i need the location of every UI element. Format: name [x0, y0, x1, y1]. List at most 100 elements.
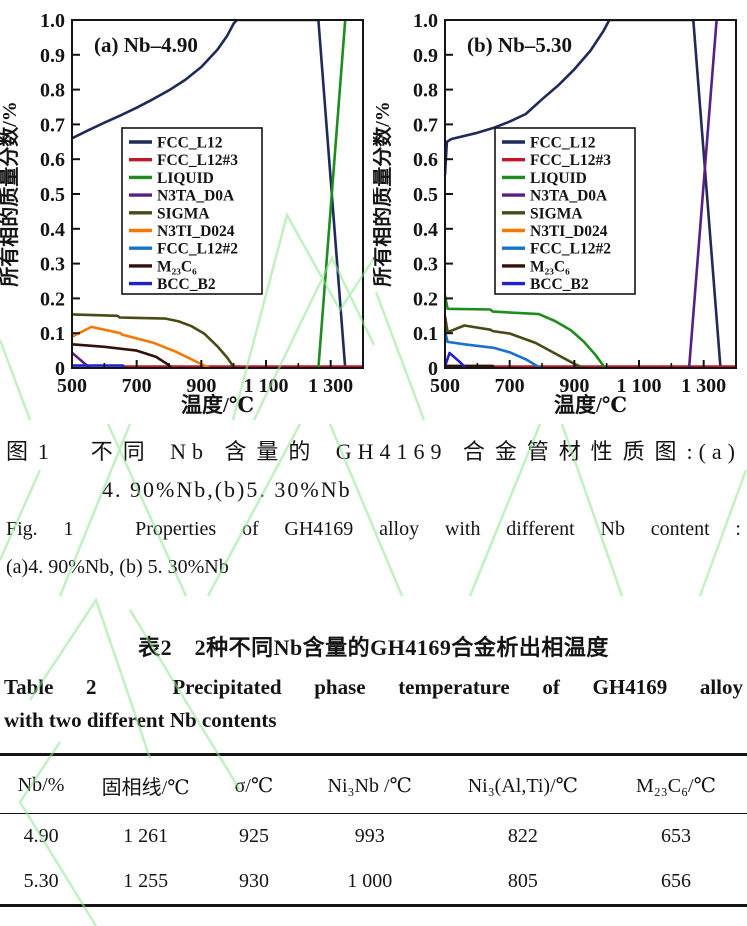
y-tick-label: 0: [428, 358, 438, 380]
legend-label: LIQUID: [530, 170, 587, 187]
x-tick-label: 500: [430, 375, 460, 397]
table-cell: 925: [238, 825, 269, 847]
table-header-row: Nb/% 固相线/℃ σ/℃ Ni₃Nb /℃ Ni₃(Al,Ti)/℃ M₂₃C₆/℃: [0, 755, 747, 814]
x-tick-label: 500: [57, 375, 87, 397]
y-tick-label: 0.9: [413, 45, 438, 67]
legend-label: FCC_L12#2: [157, 241, 238, 258]
phase-diagram-a: 500 700 900 1 100 1 30000.10.20.30.40.50.60.…: [0, 10, 364, 417]
figure-charts: 500 700 900 1 100 1 300 0 0.1 0.2 0.3 0.4 0.5 0.6 0.…: [0, 0, 747, 420]
table-row: 5.30 1 255 930 1 000 805 656: [0, 859, 747, 906]
x-tick-label: 900: [559, 375, 589, 397]
table-cell: 930: [238, 870, 269, 892]
x-axis-label: 温度/℃: [181, 393, 254, 417]
figure-caption-en-line2: (a)4. 90%Nb, (b) 5. 30%Nb: [6, 556, 229, 578]
legend-label: N3TA_D0A: [157, 188, 235, 205]
x-tick-label: 700: [495, 375, 525, 397]
x-tick-label: 1 100: [617, 375, 662, 397]
phase-diagram-b: 500 700 900 1 100 1 300 0 0.1 0.2 0.3 0.4 0.5 0.6 0.…: [370, 10, 737, 417]
legend-label: N3TI_D024: [157, 223, 235, 240]
y-tick-label: 0.4: [40, 219, 65, 241]
y-tick-label: 0.9: [40, 45, 65, 67]
chart-title: (a) Nb–4.90: [94, 33, 198, 57]
table-cell: 805: [507, 870, 538, 892]
y-axis-label: 所有相的质量分数/%: [0, 101, 21, 287]
legend-label: FCC_L12: [157, 135, 223, 152]
series-SIGMA: [445, 315, 584, 368]
y-axis-label: 所有相的质量分数/%: [373, 101, 394, 287]
legend-label: BCC_B2: [530, 276, 589, 293]
column-header: Ni₃Nb /℃: [327, 775, 412, 797]
series-N3TI_D024: [72, 325, 210, 368]
y-tick-label: 0.8: [40, 80, 65, 102]
x-axis-label: 温度/℃: [554, 393, 627, 417]
y-tick-label: 0.3: [40, 254, 65, 276]
y-tick-label: 0.2: [40, 288, 65, 310]
y-tick-label: 0.3: [413, 254, 438, 276]
table-cell: 993: [354, 825, 385, 847]
series-FCC_L12#2: [445, 331, 542, 368]
chart-legend: FCC_L12FCC_L12#3LIQUIDN3TA_D0ASIGMAN3TI_…: [121, 127, 263, 295]
series-BCC_B2: [445, 351, 467, 368]
series-FCC_L12: [445, 20, 736, 368]
legend-label: FCC_L12#3: [157, 152, 238, 169]
legend-label: N3TA_D0A: [530, 188, 608, 205]
figure-caption: 图1 不同 Nb 含量的 GH4169 合金管材性质图:(a) 4. 90%Nb…: [6, 434, 741, 586]
table-cell: 1 261: [123, 825, 169, 847]
x-tick-label: 700: [122, 375, 152, 397]
series-LIQUID: [445, 295, 607, 368]
x-tick-label: 1 300: [681, 375, 726, 397]
y-tick-label: 0.5: [40, 184, 65, 206]
y-tick-label: 1.0: [40, 10, 65, 32]
legend-label: FCC_L12#2: [530, 241, 611, 258]
legend-label: M₂₃C₆: [530, 258, 570, 275]
y-tick-label: 0.6: [413, 149, 438, 171]
y-tick-label: 0.5: [413, 184, 438, 206]
column-header: Nb/%: [17, 774, 65, 796]
y-tick-label: 1.0: [413, 10, 438, 32]
x-tick-label: 1 300: [308, 375, 353, 397]
y-tick-label: 0: [55, 358, 65, 380]
table-cell: 5.30: [23, 870, 59, 892]
legend-label: FCC_L12: [530, 135, 596, 152]
chart-b-container: 500 700 900 1 100 1 300 0 0.1 0.2 0.3 0.4 0.5 0.6 0.…: [370, 0, 746, 420]
legend-label: FCC_L12#3: [530, 152, 611, 169]
series-FCC_L12: [72, 20, 363, 368]
y-tick-label: 0.1: [413, 323, 438, 345]
y-tick-label: 0.2: [413, 288, 438, 310]
chart-title: (b) Nb–5.30: [467, 33, 572, 57]
legend-label: SIGMA: [157, 205, 210, 222]
table-cell: 1 000: [347, 870, 393, 892]
y-tick-label: 0.8: [413, 80, 438, 102]
figure-caption-cn-line1: 图1 不同 Nb 含量的 GH4169 合金管材性质图:(a): [6, 439, 741, 464]
legend-label: N3TI_D024: [530, 223, 608, 240]
series-N3TA_D0A: [687, 20, 718, 368]
column-header: 固相线/℃: [101, 777, 190, 799]
chart-a-container: 500 700 900 1 100 1 300 0 0.1 0.2 0.3 0.4 0.5 0.6 0.…: [0, 0, 373, 420]
chart-legend: FCC_L12FCC_L12#3LIQUIDN3TA_D0ASIGMAN3TI_…: [494, 127, 636, 295]
table-cell: 822: [507, 825, 538, 847]
y-tick-label: 0.6: [40, 149, 65, 171]
table-row: 4.90 1 261 925 993 822 653: [0, 814, 747, 860]
y-tick-label: 0.7: [40, 114, 65, 136]
table-title-en-line2: with two different Nb contents: [4, 708, 277, 732]
figure-caption-en-line1: Fig. 1 Properties of GH4169 alloy with d…: [6, 518, 741, 540]
phase-table-body: 4.90 1 261 925 993 822 653 5.30 1 255 930 1 000 80…: [0, 814, 747, 906]
column-header: σ/℃: [234, 775, 274, 797]
table-cell: 1 255: [123, 870, 169, 892]
y-tick-label: 0.7: [413, 114, 438, 136]
series-SIGMA: [72, 313, 236, 368]
y-tick-label: 0.4: [413, 219, 438, 241]
column-header: Ni₃(Al,Ti)/℃: [467, 775, 578, 797]
phase-temperature-table: Nb/% 固相线/℃ σ/℃ Ni₃Nb /℃ Ni₃(Al,Ti)/℃ M₂₃C₆/℃ …: [0, 753, 747, 907]
table-cell: 653: [661, 825, 691, 847]
legend-label: SIGMA: [530, 205, 583, 222]
table-title-cn: 表2 2种不同Nb含量的GH4169合金析出相温度: [138, 635, 609, 660]
legend-label: BCC_B2: [157, 276, 216, 293]
figure-caption-cn-line2: 4. 90%Nb,(b)5. 30%Nb: [102, 477, 352, 502]
column-header: M₂₃C₆/℃: [636, 775, 716, 797]
legend-label: LIQUID: [157, 170, 214, 187]
legend-label: M₂₃C₆: [157, 258, 197, 275]
table-title-en-line1: Table 2 Precipitated phase temperature o…: [4, 675, 743, 699]
table-cell: 656: [661, 870, 691, 892]
